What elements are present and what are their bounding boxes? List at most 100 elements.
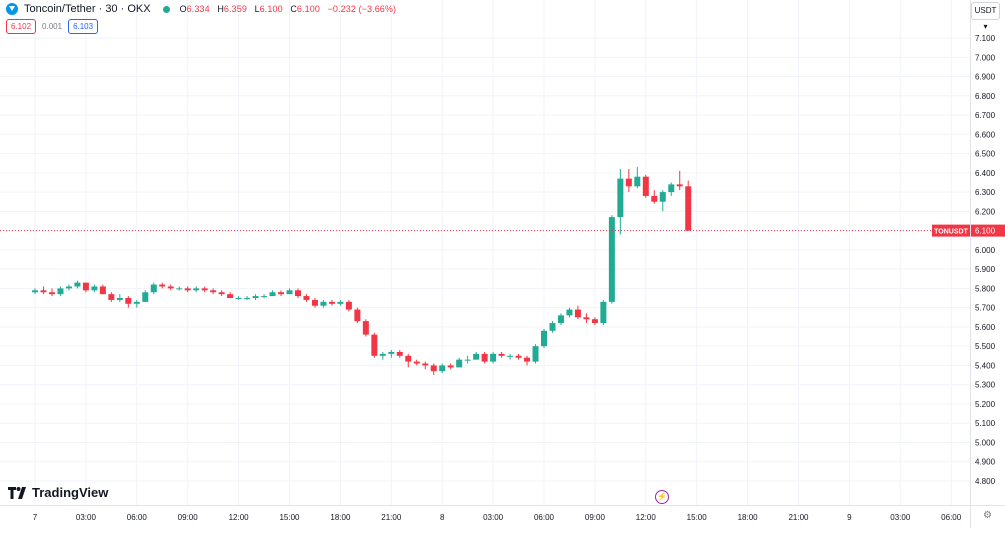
candle-body bbox=[574, 309, 581, 318]
candle bbox=[388, 350, 395, 358]
price-tick-label: 5.400 bbox=[975, 361, 996, 370]
buy-button[interactable]: 6.103 bbox=[68, 19, 99, 34]
candle bbox=[218, 290, 225, 297]
candle bbox=[269, 290, 276, 297]
candle-body bbox=[405, 355, 412, 362]
candle bbox=[668, 182, 675, 196]
candle-body bbox=[48, 292, 55, 295]
candle bbox=[515, 353, 522, 360]
high-value: 6.359 bbox=[223, 4, 247, 14]
candle bbox=[549, 321, 556, 333]
price-tick-label: 5.200 bbox=[975, 400, 996, 409]
time-axis[interactable]: 7 03:00 06:00 09:00 12:00 15:00 18:00 21:00 8 03:… bbox=[0, 505, 970, 528]
candle-body bbox=[133, 301, 140, 304]
candle bbox=[133, 299, 140, 308]
time-tick-label: 06:00 bbox=[127, 513, 148, 522]
symbol-title[interactable]: Toncoin/Tether · 30 · OKX bbox=[24, 3, 151, 15]
time-tick-label: 9 bbox=[847, 513, 852, 522]
candle-body bbox=[608, 217, 615, 302]
candle-body bbox=[269, 292, 276, 297]
price-tick-label: 5.300 bbox=[975, 381, 996, 390]
time-tick-label: 06:00 bbox=[941, 513, 962, 522]
candle-body bbox=[261, 296, 268, 298]
candle bbox=[40, 286, 47, 295]
candle-body bbox=[668, 184, 675, 193]
time-tick-label: 7 bbox=[33, 513, 38, 522]
candle-body bbox=[82, 282, 89, 291]
candle-body bbox=[447, 365, 454, 368]
ohlc-values: O6.334 H6.359 L6.100 C6.100 −0.232 (−3.6… bbox=[179, 4, 397, 14]
candle bbox=[685, 180, 692, 231]
candle bbox=[328, 299, 335, 306]
time-tick-label: 18:00 bbox=[330, 513, 351, 522]
price-tick-label: 6.000 bbox=[975, 246, 996, 255]
symbol-legend[interactable]: Toncoin/Tether · 30 · OKX O6.334 H6.359 … bbox=[6, 3, 401, 15]
price-axis-labels: 7.100 7.000 6.900 6.800 6.700 6.600 6.500 6.400… bbox=[971, 34, 1005, 486]
candle bbox=[507, 353, 514, 360]
tradingview-logo-icon bbox=[8, 486, 26, 499]
price-tick-label: 4.900 bbox=[975, 458, 996, 467]
candle-body bbox=[583, 317, 590, 320]
candle bbox=[608, 215, 615, 304]
sell-button[interactable]: 6.102 bbox=[6, 19, 37, 34]
chart-pane[interactable]: TONUSDT bbox=[0, 0, 970, 505]
candle bbox=[557, 313, 564, 325]
price-tick-label: 5.100 bbox=[975, 419, 996, 428]
candle bbox=[227, 292, 234, 299]
candle-body bbox=[388, 351, 395, 354]
tradingview-logo[interactable]: TradingView bbox=[8, 485, 108, 500]
lightning-icon[interactable]: ⚡ bbox=[655, 490, 669, 504]
low-value: 6.100 bbox=[259, 4, 283, 14]
time-tick-label: 12:00 bbox=[229, 513, 250, 522]
candle-body bbox=[159, 284, 166, 287]
price-tick-label: 5.900 bbox=[975, 265, 996, 274]
candle-body bbox=[57, 288, 64, 295]
price-tick-label: 6.900 bbox=[975, 73, 996, 82]
candle bbox=[379, 351, 386, 360]
last-price-tag bbox=[971, 224, 1005, 237]
candle bbox=[498, 351, 505, 358]
candle-body bbox=[422, 363, 429, 366]
open-value: 6.334 bbox=[186, 4, 210, 14]
price-axis[interactable]: 7.100 7.000 6.900 6.800 6.700 6.600 6.500 6.400… bbox=[970, 0, 1005, 505]
currency-select[interactable]: USDT ▾ bbox=[971, 2, 1000, 31]
candle bbox=[405, 353, 412, 368]
time-tick-label: 18:00 bbox=[738, 513, 759, 522]
candle-body bbox=[303, 296, 310, 300]
candle bbox=[176, 286, 183, 291]
candle bbox=[642, 174, 649, 198]
gear-icon[interactable]: ⚙ bbox=[983, 510, 992, 521]
price-tick-label: 6.400 bbox=[975, 169, 996, 178]
candle bbox=[244, 296, 251, 300]
candle bbox=[371, 332, 378, 358]
candle-body bbox=[685, 186, 692, 231]
time-tick-label: 03:00 bbox=[483, 513, 504, 522]
candle bbox=[430, 363, 437, 376]
candle-body bbox=[244, 298, 251, 300]
candle-body bbox=[235, 298, 242, 300]
candle-body bbox=[184, 288, 191, 291]
candle bbox=[422, 361, 429, 370]
candle-body bbox=[617, 178, 624, 218]
candle-body bbox=[108, 294, 115, 300]
time-tick-label: 21:00 bbox=[788, 513, 809, 522]
candle-body bbox=[286, 290, 293, 295]
candle bbox=[48, 288, 55, 297]
last-price-symbol: TONUSDT bbox=[934, 229, 968, 236]
time-tick-label: 09:00 bbox=[585, 513, 606, 522]
candle bbox=[591, 317, 598, 325]
candle-body bbox=[549, 323, 556, 331]
candle bbox=[311, 298, 318, 308]
candle bbox=[278, 290, 285, 297]
candle bbox=[150, 282, 157, 295]
candle bbox=[617, 168, 624, 235]
price-tick-label: 5.700 bbox=[975, 304, 996, 313]
price-chart[interactable]: TONUSDT bbox=[0, 0, 970, 505]
candle bbox=[473, 351, 480, 360]
candle bbox=[337, 299, 344, 306]
candle bbox=[600, 299, 607, 325]
trade-quotes[interactable]: 6.102 0.001 6.103 bbox=[6, 19, 99, 34]
candle bbox=[439, 363, 446, 374]
time-tick-label: 09:00 bbox=[178, 513, 199, 522]
price-tick-label: 6.700 bbox=[975, 111, 996, 120]
